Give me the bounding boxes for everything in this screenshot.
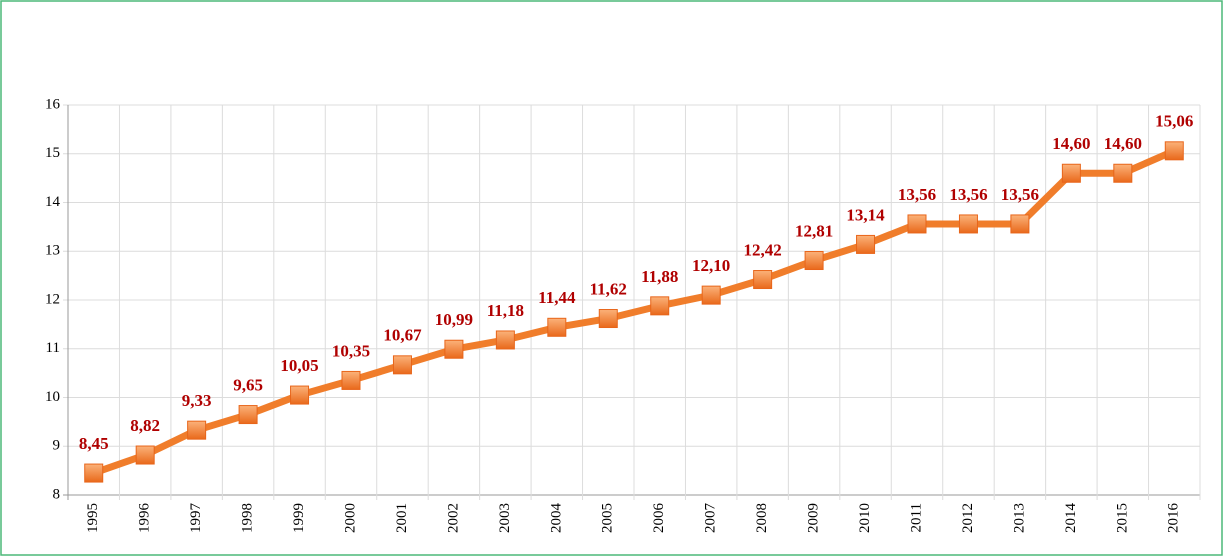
data-label: 10,99: [435, 310, 473, 329]
marker: [547, 317, 567, 337]
marker: [392, 355, 412, 375]
marker: [444, 339, 464, 359]
data-label: 13,56: [949, 185, 987, 204]
data-label: 13,56: [1001, 185, 1039, 204]
data-label: 11,18: [487, 301, 524, 320]
data-label: 14,60: [1052, 134, 1090, 153]
x-tick-label: 1997: [188, 503, 204, 534]
x-tick-label: 2009: [806, 503, 822, 533]
x-tick-label: 2013: [1011, 503, 1027, 533]
data-label: 11,88: [641, 267, 678, 286]
y-tick-label: 11: [46, 340, 60, 356]
marker: [495, 330, 515, 350]
marker: [598, 309, 618, 329]
data-label: 10,35: [332, 341, 370, 360]
y-tick-label: 8: [53, 486, 61, 502]
marker: [84, 463, 104, 483]
data-label: 12,81: [795, 221, 833, 240]
x-tick-label: 2010: [857, 503, 873, 533]
data-label: 8,82: [130, 416, 160, 435]
marker: [187, 420, 207, 440]
data-label: 15,06: [1155, 112, 1193, 131]
data-label: 11,44: [538, 288, 576, 307]
y-tick-label: 16: [45, 96, 61, 112]
line: [92, 147, 1176, 477]
x-tick-label: 2001: [394, 503, 410, 533]
x-tick-label: 1999: [291, 503, 307, 533]
x-tick-label: 2007: [703, 503, 719, 534]
x-tick-label: 2011: [908, 503, 924, 532]
marker: [1061, 163, 1081, 183]
x-tick-label: 2014: [1063, 503, 1079, 534]
data-label: 10,67: [383, 326, 422, 345]
x-tick-label: 2004: [548, 503, 564, 534]
y-tick-label: 14: [45, 194, 61, 210]
x-tick-label: 2008: [754, 503, 770, 533]
marker: [701, 285, 721, 305]
data-label: 10,05: [280, 356, 318, 375]
x-tick-label: 2005: [600, 503, 616, 533]
x-tick-label: 2006: [651, 503, 667, 534]
marker: [650, 296, 670, 316]
y-tick-label: 9: [53, 438, 61, 454]
marker: [958, 214, 978, 234]
x-tick-label: 2016: [1166, 503, 1182, 534]
data-label: 11,62: [590, 279, 627, 298]
y-tick-label: 10: [45, 389, 60, 405]
marker: [1113, 163, 1133, 183]
x-tick-label: 1998: [240, 503, 256, 533]
marker: [804, 251, 824, 271]
x-tick-label: 2012: [960, 503, 976, 533]
marker: [856, 234, 876, 254]
marker: [341, 370, 361, 390]
marker: [238, 405, 258, 425]
marker: [907, 214, 927, 234]
x-tick-label: 1996: [137, 503, 153, 534]
data-label: 14,60: [1104, 134, 1142, 153]
marker: [290, 385, 310, 405]
marker: [1164, 141, 1184, 161]
y-tick-label: 13: [45, 243, 60, 259]
marker: [135, 445, 155, 465]
data-label: 9,33: [182, 391, 212, 410]
y-tick-label: 12: [45, 291, 60, 307]
data-label: 13,14: [846, 205, 885, 224]
x-tick-label: 1995: [85, 503, 101, 533]
x-tick-label: 2002: [445, 503, 461, 533]
y-tick-label: 15: [45, 145, 60, 161]
data-label: 9,65: [233, 375, 263, 394]
x-tick-label: 2015: [1114, 503, 1130, 533]
plot: 8,45 8,82 9,33 9,65 10,05 10,35 10,67 10,99 11,1…: [79, 112, 1193, 483]
data-label: 8,45: [79, 434, 109, 453]
data-label: 12,42: [744, 240, 782, 259]
grid: [63, 104, 1201, 500]
data-label: 12,10: [692, 256, 730, 275]
marker: [753, 270, 773, 290]
x-tick-label: 2003: [497, 503, 513, 533]
marker: [1010, 214, 1030, 234]
data-label: 13,56: [898, 185, 936, 204]
x-tick-label: 2000: [342, 503, 358, 533]
